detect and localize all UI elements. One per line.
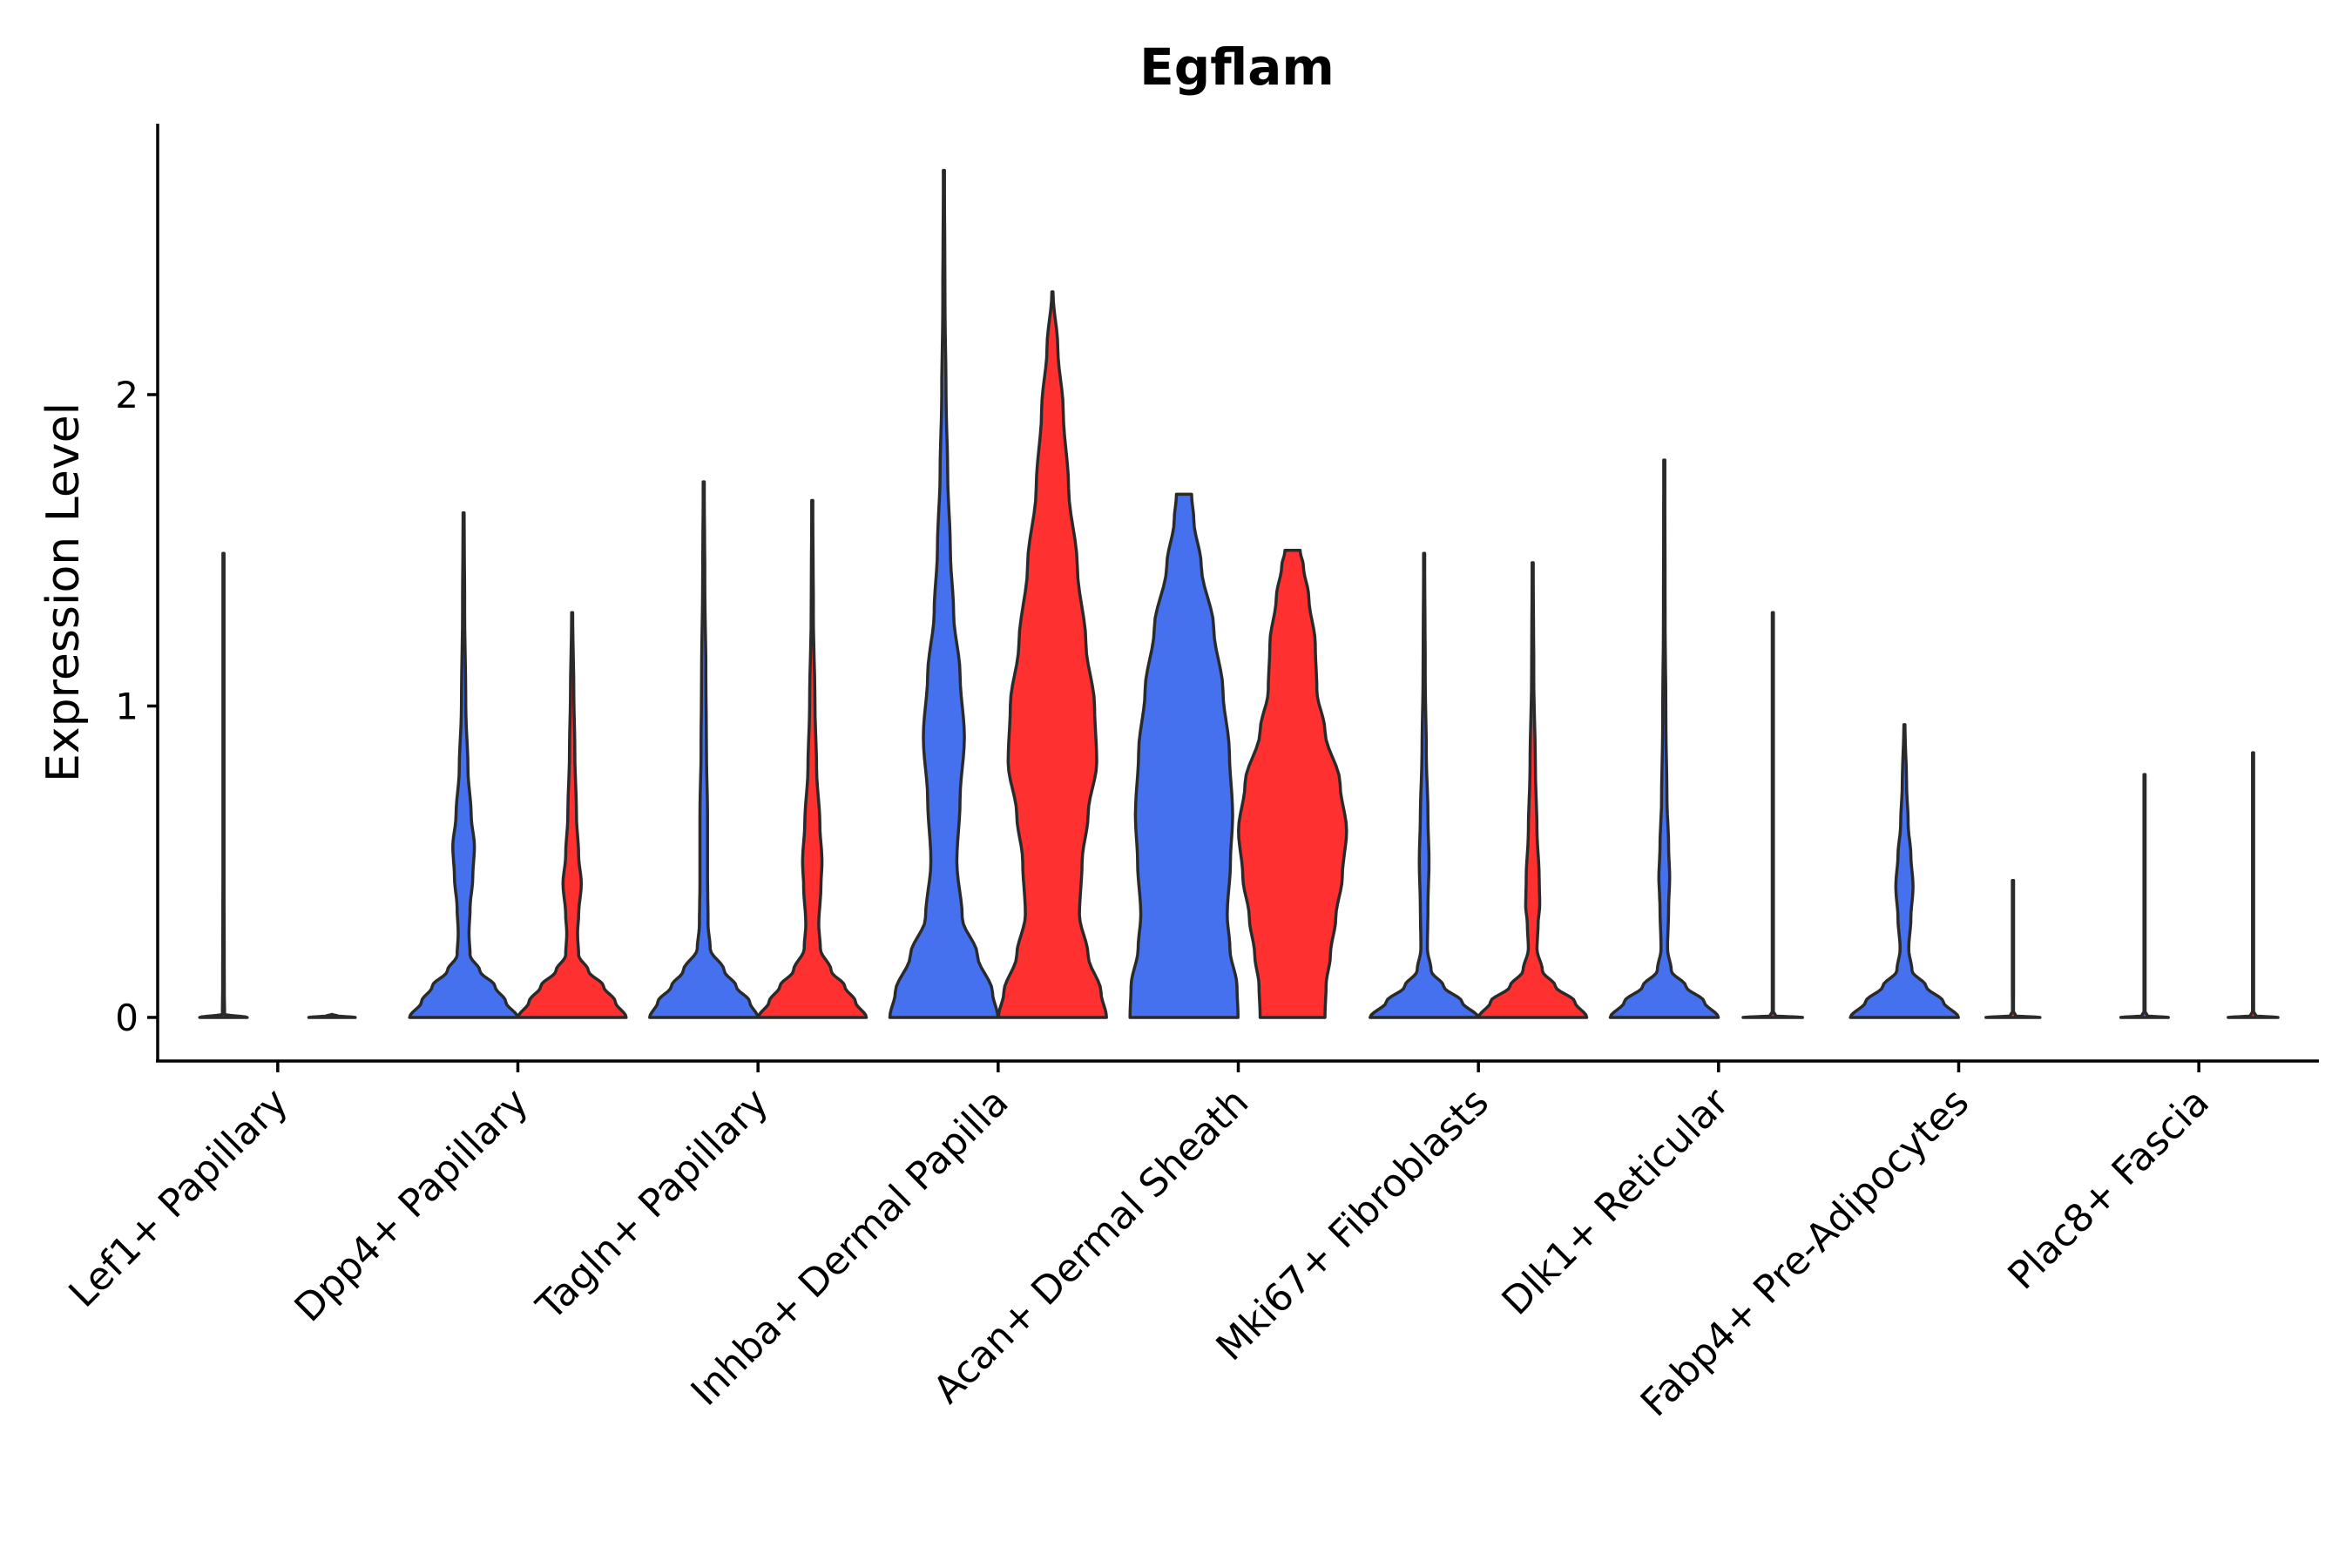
- violin-1-group2: [517, 611, 628, 1019]
- violin-6-group1: [1608, 458, 1720, 1019]
- violin-4-group1: [1128, 492, 1240, 1019]
- x-tick-label: Lef1+ Papillary: [61, 1080, 297, 1316]
- violin-5-group1: [1369, 551, 1480, 1019]
- x-tick-label: Plac8+ Fascia: [1999, 1080, 2218, 1299]
- violin-1-group1: [408, 511, 519, 1019]
- violin-4-group2: [1237, 548, 1348, 1019]
- y-tick-label: 1: [115, 685, 139, 727]
- violin-2-group1: [648, 480, 760, 1019]
- violin-0-group2: [307, 1012, 357, 1019]
- violin-5-group2: [1477, 561, 1589, 1019]
- x-tick-label: Mki67+ Fibroblasts: [1208, 1080, 1497, 1369]
- x-tick-label: Tagln+ Papillary: [528, 1080, 777, 1329]
- violin-7-group1: [1848, 723, 1960, 1019]
- violin-3-group1: [888, 168, 1000, 1019]
- x-tick-label: Dlk1+ Reticular: [1494, 1079, 1739, 1324]
- y-ticks: 0 1 2: [115, 374, 158, 1039]
- y-tick-label: 2: [115, 374, 139, 416]
- chart-title: Egflam: [1139, 37, 1335, 97]
- violin-7-group2: [1984, 878, 2042, 1019]
- violin-0-group1: [198, 551, 249, 1019]
- violin-2-group2: [756, 498, 868, 1019]
- violin-8-group1: [2119, 773, 2170, 1019]
- violin-6-group2: [1741, 611, 1804, 1019]
- x-tick-label: Dpp4+ Papillary: [287, 1080, 537, 1331]
- violin-3-group2: [997, 290, 1108, 1019]
- y-axis-label: Expression Level: [37, 402, 90, 782]
- violin-layer: [198, 168, 2280, 1019]
- y-tick-label: 0: [115, 997, 139, 1039]
- violin-8-group2: [2227, 751, 2280, 1019]
